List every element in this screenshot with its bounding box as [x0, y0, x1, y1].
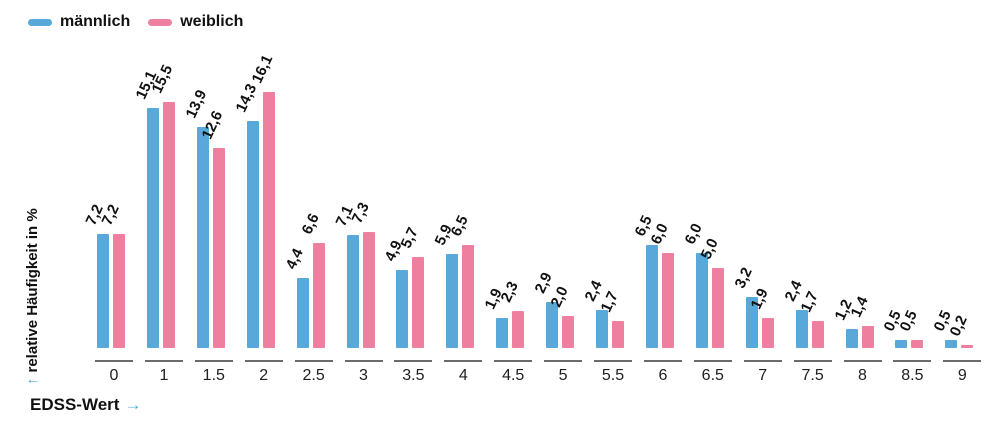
x-tick-line: [893, 360, 932, 362]
x-tick-label: 8.5: [901, 367, 924, 384]
right-arrow-icon: →: [124, 395, 142, 414]
bar-weiblich-6.5[interactable]: [711, 268, 724, 348]
bar-weiblich-3[interactable]: [362, 232, 375, 348]
legend-label-weiblich: weiblich: [180, 13, 244, 30]
x-tick-label: 6.5: [701, 367, 724, 384]
x-tick-label: 2.5: [302, 367, 325, 384]
x-tick-line: [544, 360, 583, 362]
value-label: 15,5: [148, 62, 177, 96]
bar-männlich-1.5[interactable]: [196, 127, 209, 348]
x-tick-label: 2: [259, 367, 269, 384]
bar-männlich-7.5[interactable]: [795, 310, 808, 348]
bar-männlich-2[interactable]: [246, 121, 259, 348]
x-tick-label: 1.5: [202, 367, 225, 384]
bar-männlich-3.5[interactable]: [396, 270, 409, 348]
bar-weiblich-8[interactable]: [861, 326, 874, 348]
x-tick-line: [144, 360, 183, 362]
x-tick-label: 7.5: [801, 367, 824, 384]
value-label: 1,4: [847, 293, 872, 320]
x-tick-label: 3: [359, 367, 368, 384]
legend-label-maennlich: männlich: [60, 13, 131, 30]
x-tick-line: [793, 360, 832, 362]
legend-swatch-maennlich: [28, 18, 52, 26]
legend-item-maennlich[interactable]: männlich: [28, 12, 130, 32]
value-label: 3,2: [731, 264, 756, 291]
x-axis-label-text: EDSS-Wert: [30, 395, 120, 414]
x-tick-label: 4.5: [502, 367, 525, 384]
x-tick-label: 6: [658, 367, 668, 384]
value-label: 14,3: [232, 81, 261, 115]
value-label: 6,6: [298, 210, 323, 237]
bar-männlich-5.5[interactable]: [596, 310, 608, 348]
x-tick-line: [843, 360, 882, 362]
value-label: 7,2: [98, 201, 123, 228]
bar-männlich-6[interactable]: [645, 245, 658, 348]
legend-swatch-weiblich: [148, 18, 173, 26]
bar-weiblich-2[interactable]: [262, 92, 275, 348]
bar-männlich-7[interactable]: [745, 297, 758, 348]
bar-männlich-2.5[interactable]: [296, 278, 309, 348]
bar-weiblich-1.5[interactable]: [212, 148, 225, 348]
x-tick-line: [943, 360, 982, 362]
bar-männlich-5[interactable]: [546, 302, 559, 348]
x-tick-line: [743, 360, 782, 362]
bar-weiblich-3.5[interactable]: [412, 257, 425, 348]
x-tick-label: 0: [109, 367, 119, 384]
bar-weiblich-9[interactable]: [961, 345, 974, 348]
x-tick-label: 5.5: [601, 367, 625, 384]
bar-weiblich-4.5[interactable]: [512, 311, 525, 348]
value-label: 7,3: [348, 199, 373, 226]
bar-weiblich-0[interactable]: [113, 234, 125, 348]
value-label: 4,4: [282, 245, 307, 272]
x-tick-line: [494, 360, 533, 362]
legend-item-weiblich[interactable]: weiblich: [148, 12, 243, 32]
bar-weiblich-8.5[interactable]: [911, 340, 924, 348]
bar-weiblich-7[interactable]: [761, 318, 774, 348]
value-label: 16,1: [248, 52, 277, 86]
x-tick-label: 7: [758, 367, 768, 384]
x-axis-title: EDSS-Wert →: [30, 395, 141, 415]
bar-weiblich-2.5[interactable]: [312, 243, 325, 348]
bar-weiblich-1[interactable]: [162, 102, 175, 348]
value-label: 0,5: [896, 307, 922, 334]
x-tick-line: [244, 360, 283, 362]
x-tick-line: [95, 360, 133, 362]
bar-männlich-9[interactable]: [945, 340, 958, 348]
value-label: 12,6: [198, 108, 227, 142]
x-tick-line: [394, 360, 433, 362]
x-tick-line: [294, 360, 333, 362]
bar-männlich-1[interactable]: [146, 108, 159, 348]
bar-weiblich-7.5[interactable]: [811, 321, 824, 348]
bar-weiblich-6[interactable]: [661, 253, 674, 348]
x-tick-line: [194, 360, 233, 362]
x-tick-line: [344, 360, 383, 362]
bar-männlich-8.5[interactable]: [895, 340, 908, 348]
x-tick-label: 5: [558, 367, 568, 384]
value-label: 2,3: [497, 278, 523, 305]
bar-männlich-6.5[interactable]: [695, 253, 708, 348]
bar-weiblich-5[interactable]: [562, 316, 575, 348]
x-tick-line: [693, 360, 732, 362]
bar-männlich-8[interactable]: [845, 329, 858, 348]
x-tick-label: 1: [159, 367, 169, 384]
x-tick-label: 8: [858, 367, 867, 384]
bar-männlich-3[interactable]: [346, 235, 359, 348]
x-tick-label: 3.5: [402, 367, 425, 384]
bar-männlich-4[interactable]: [446, 254, 459, 348]
x-tick-line: [594, 360, 632, 362]
bar-männlich-0[interactable]: [97, 234, 109, 348]
x-tick-line: [643, 360, 682, 362]
x-tick-label: 4: [458, 367, 468, 384]
legend: männlich weiblich: [28, 12, 243, 32]
bar-weiblich-4[interactable]: [462, 245, 475, 348]
bar-weiblich-5.5[interactable]: [612, 321, 624, 348]
bar-männlich-4.5[interactable]: [496, 318, 509, 348]
x-tick-label: 9: [957, 367, 967, 384]
x-tick-line: [444, 360, 483, 362]
